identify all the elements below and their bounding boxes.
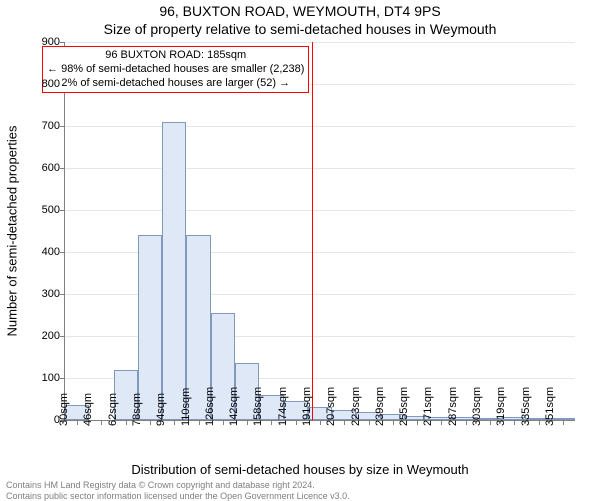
annotation-box: 96 BUXTON ROAD: 185sqm← 98% of semi-deta…	[42, 46, 309, 93]
y-tick-mark	[60, 126, 65, 127]
property-marker-line	[312, 42, 313, 420]
x-tick-label: 126sqm	[204, 387, 216, 426]
x-tick-mark	[174, 420, 175, 425]
y-tick-label: 500	[10, 204, 60, 216]
x-tick-mark	[344, 420, 345, 425]
x-tick-mark	[150, 420, 151, 425]
y-tick-mark	[60, 168, 65, 169]
x-tick-mark	[563, 420, 564, 425]
x-tick-label: 207sqm	[325, 387, 337, 426]
y-tick-label: 800	[10, 78, 60, 90]
gridline	[65, 126, 575, 127]
y-tick-label: 700	[10, 120, 60, 132]
x-tick-label: 174sqm	[277, 387, 289, 426]
annotation-line: 2% of semi-detached houses are larger (5…	[47, 77, 304, 91]
y-tick-label: 200	[10, 330, 60, 342]
x-tick-mark	[126, 420, 127, 425]
x-tick-mark	[223, 420, 224, 425]
x-tick-label: 271sqm	[422, 387, 434, 426]
x-tick-label: 142sqm	[228, 387, 240, 426]
x-tick-label: 223sqm	[350, 387, 362, 426]
y-tick-label: 300	[10, 288, 60, 300]
x-tick-mark	[271, 420, 272, 425]
x-tick-label: 303sqm	[471, 387, 483, 426]
x-tick-mark	[296, 420, 297, 425]
y-tick-mark	[60, 210, 65, 211]
x-tick-mark	[369, 420, 370, 425]
x-tick-label: 191sqm	[301, 387, 313, 426]
y-axis-label: Number of semi-detached properties	[5, 126, 20, 337]
y-tick-label: 0	[10, 414, 60, 426]
x-tick-label: 78sqm	[131, 393, 143, 426]
x-tick-mark	[77, 420, 78, 425]
x-tick-mark	[101, 420, 102, 425]
x-tick-mark	[199, 420, 200, 425]
x-tick-mark	[539, 420, 540, 425]
y-tick-mark	[60, 42, 65, 43]
x-tick-mark	[466, 420, 467, 425]
annotation-line: ← 98% of semi-detached houses are smalle…	[47, 63, 304, 77]
x-axis-title: Distribution of semi-detached houses by …	[0, 462, 600, 477]
x-tick-label: 158sqm	[252, 387, 264, 426]
footer-copyright: Contains HM Land Registry data © Crown c…	[6, 480, 315, 490]
chart-title: 96, BUXTON ROAD, WEYMOUTH, DT4 9PS	[0, 3, 600, 19]
x-tick-label: 255sqm	[398, 387, 410, 426]
x-tick-mark	[417, 420, 418, 425]
x-tick-label: 30sqm	[58, 393, 70, 426]
x-tick-mark	[490, 420, 491, 425]
x-tick-label: 239sqm	[374, 387, 386, 426]
histogram-bar	[162, 122, 186, 420]
x-tick-mark	[247, 420, 248, 425]
gridline	[65, 210, 575, 211]
chart-subtitle: Size of property relative to semi-detach…	[0, 21, 600, 37]
y-tick-label: 900	[10, 36, 60, 48]
x-tick-label: 46sqm	[82, 393, 94, 426]
gridline	[65, 42, 575, 43]
x-tick-label: 62sqm	[107, 393, 119, 426]
x-tick-label: 94sqm	[155, 393, 167, 426]
y-tick-mark	[60, 294, 65, 295]
y-tick-label: 600	[10, 162, 60, 174]
y-tick-mark	[60, 378, 65, 379]
y-tick-mark	[60, 336, 65, 337]
y-tick-label: 100	[10, 372, 60, 384]
plot-area: 96 BUXTON ROAD: 185sqm← 98% of semi-deta…	[64, 42, 575, 421]
x-tick-mark	[514, 420, 515, 425]
gridline	[65, 168, 575, 169]
x-tick-mark	[441, 420, 442, 425]
x-tick-label: 319sqm	[495, 387, 507, 426]
annotation-line: 96 BUXTON ROAD: 185sqm	[47, 49, 304, 63]
x-tick-label: 335sqm	[520, 387, 532, 426]
x-tick-label: 110sqm	[180, 388, 192, 426]
x-tick-label: 287sqm	[447, 387, 459, 426]
x-tick-mark	[393, 420, 394, 425]
y-tick-label: 400	[10, 246, 60, 258]
x-tick-label: 351sqm	[544, 387, 556, 426]
figure-root: 96, BUXTON ROAD, WEYMOUTH, DT4 9PS Size …	[0, 0, 600, 500]
x-tick-mark	[320, 420, 321, 425]
y-tick-mark	[60, 252, 65, 253]
